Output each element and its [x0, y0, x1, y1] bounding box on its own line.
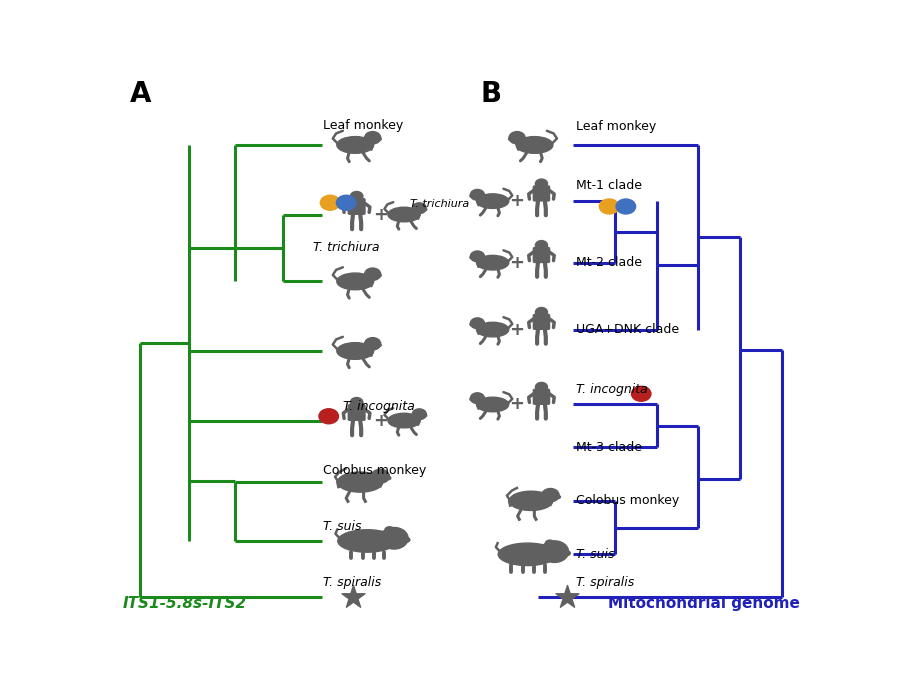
- FancyBboxPatch shape: [348, 199, 365, 214]
- Ellipse shape: [562, 550, 571, 556]
- Ellipse shape: [476, 397, 508, 412]
- Ellipse shape: [422, 414, 427, 417]
- Circle shape: [319, 409, 338, 424]
- Circle shape: [337, 195, 356, 210]
- Text: Leaf monkey: Leaf monkey: [576, 120, 657, 133]
- Text: T. suis: T. suis: [576, 548, 615, 561]
- Ellipse shape: [508, 138, 514, 140]
- Ellipse shape: [385, 477, 391, 480]
- Circle shape: [350, 192, 363, 201]
- Circle shape: [380, 528, 408, 549]
- Ellipse shape: [476, 194, 508, 208]
- Text: Mt-3 clade: Mt-3 clade: [576, 441, 643, 454]
- FancyBboxPatch shape: [348, 404, 365, 420]
- Text: Mt-1 clade: Mt-1 clade: [576, 179, 643, 192]
- Circle shape: [471, 190, 484, 200]
- Text: +: +: [374, 411, 389, 430]
- Ellipse shape: [401, 537, 410, 542]
- Circle shape: [509, 131, 525, 144]
- Ellipse shape: [516, 137, 553, 154]
- Ellipse shape: [337, 137, 374, 154]
- Ellipse shape: [376, 274, 382, 277]
- Ellipse shape: [337, 273, 374, 290]
- Text: +: +: [509, 192, 525, 210]
- Circle shape: [599, 199, 619, 214]
- Circle shape: [471, 393, 484, 404]
- FancyBboxPatch shape: [534, 247, 550, 263]
- Circle shape: [540, 541, 569, 562]
- FancyBboxPatch shape: [534, 314, 550, 329]
- Ellipse shape: [422, 208, 427, 211]
- Text: T. incognita: T. incognita: [576, 383, 648, 396]
- Circle shape: [364, 131, 381, 144]
- Circle shape: [350, 398, 363, 407]
- Ellipse shape: [555, 496, 561, 498]
- Circle shape: [412, 409, 427, 420]
- Ellipse shape: [476, 322, 508, 337]
- Ellipse shape: [338, 472, 382, 492]
- Circle shape: [632, 386, 651, 401]
- Text: UGA+DNK clade: UGA+DNK clade: [576, 323, 680, 336]
- Text: Leaf monkey: Leaf monkey: [323, 119, 403, 131]
- Text: +: +: [509, 254, 525, 272]
- Circle shape: [364, 268, 381, 280]
- Text: T. spiralis: T. spiralis: [576, 576, 634, 589]
- Circle shape: [372, 469, 390, 483]
- Ellipse shape: [509, 491, 553, 510]
- Text: +: +: [509, 320, 525, 338]
- Text: Colobus monkey: Colobus monkey: [323, 464, 427, 477]
- Ellipse shape: [388, 414, 420, 428]
- Text: +: +: [374, 206, 389, 224]
- Ellipse shape: [376, 138, 382, 140]
- Circle shape: [320, 195, 340, 210]
- Text: T. trichiura: T. trichiura: [313, 241, 380, 254]
- Circle shape: [471, 318, 484, 329]
- Text: Colobus monkey: Colobus monkey: [576, 494, 680, 507]
- Circle shape: [412, 203, 427, 213]
- Circle shape: [536, 382, 547, 392]
- Ellipse shape: [545, 540, 554, 545]
- Ellipse shape: [376, 343, 382, 347]
- Circle shape: [536, 240, 547, 250]
- Text: A: A: [130, 80, 151, 108]
- Circle shape: [616, 199, 635, 214]
- Ellipse shape: [338, 530, 396, 553]
- FancyBboxPatch shape: [534, 186, 550, 201]
- Ellipse shape: [476, 255, 508, 270]
- Ellipse shape: [388, 207, 420, 222]
- Text: T. incognita: T. incognita: [343, 400, 414, 413]
- Ellipse shape: [470, 195, 474, 197]
- Ellipse shape: [470, 323, 474, 326]
- Point: [346, 591, 360, 603]
- Ellipse shape: [385, 527, 393, 532]
- Text: B: B: [480, 80, 501, 108]
- Text: ITS1-5.8s-ITS2: ITS1-5.8s-ITS2: [123, 596, 248, 610]
- FancyBboxPatch shape: [534, 389, 550, 404]
- Circle shape: [542, 489, 559, 502]
- Circle shape: [536, 307, 547, 317]
- Ellipse shape: [470, 398, 474, 401]
- Ellipse shape: [337, 343, 374, 359]
- Ellipse shape: [499, 543, 557, 566]
- Circle shape: [364, 338, 381, 350]
- Text: +: +: [509, 395, 525, 414]
- Text: T. spiralis: T. spiralis: [323, 576, 382, 589]
- Text: T. trichiura: T. trichiura: [410, 199, 470, 208]
- Text: Mitochondrial genome: Mitochondrial genome: [608, 596, 799, 610]
- Circle shape: [536, 179, 547, 188]
- Point: [560, 591, 574, 603]
- Circle shape: [471, 251, 484, 262]
- Ellipse shape: [470, 256, 474, 259]
- Text: T. suis: T. suis: [323, 520, 362, 533]
- Text: Mt-2 clade: Mt-2 clade: [576, 256, 643, 269]
